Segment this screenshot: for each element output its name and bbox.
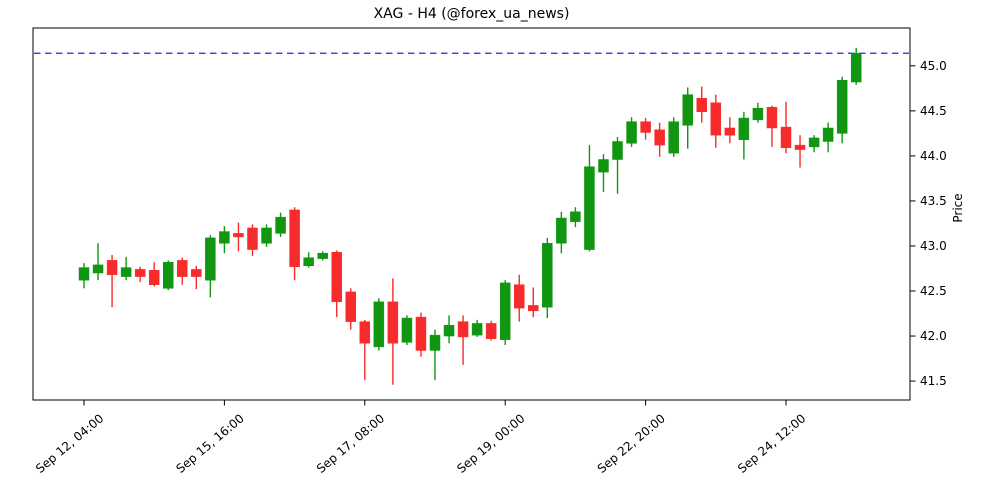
candle-body-up (429, 334, 441, 351)
candle-body-down (780, 126, 792, 149)
date-tick-label: Sep 19, 00:00 (454, 411, 527, 476)
candle-body-up (570, 211, 581, 222)
candle-body-up (598, 159, 609, 173)
candle-body-up (303, 257, 314, 267)
date-tick-label: Sep 17, 08:00 (314, 411, 387, 476)
candle-body-up (261, 227, 272, 244)
candle-body-down (513, 284, 525, 309)
candle-body-down (640, 121, 651, 133)
date-tick-label: Sep 24, 12:00 (735, 411, 808, 476)
date-tick-label: Sep 12, 04:00 (33, 411, 106, 476)
candle-body-down (345, 291, 357, 322)
date-tick-label: Sep 15, 16:00 (173, 411, 246, 476)
chart-title: XAG - H4 (@forex_ua_news) (373, 6, 570, 22)
candle-body-down (331, 252, 342, 303)
candle-body-up (850, 52, 862, 83)
candle-body-down (794, 144, 806, 150)
candle-body-up (556, 217, 567, 244)
candle-body-up (471, 323, 483, 336)
candle-body-down (724, 127, 736, 136)
candle-body-up (822, 127, 834, 142)
candle-body-up (373, 301, 385, 348)
candle-body-up (682, 94, 693, 126)
price-tick-label: 44.0 (920, 149, 947, 163)
candles-layer (78, 47, 862, 385)
candle-body-down (710, 102, 722, 136)
candle-body-down (654, 129, 665, 146)
candle-body-up (836, 79, 848, 134)
candle-body-down (766, 107, 778, 129)
price-tick-label: 42.0 (920, 329, 947, 343)
date-tick-label: Sep 22, 20:00 (595, 411, 668, 476)
price-axis-label: Price (951, 193, 965, 222)
price-tick-label: 44.5 (920, 104, 947, 118)
candle-body-down (106, 260, 118, 276)
candle-body-up (584, 166, 595, 250)
price-tick-label: 45.0 (920, 59, 947, 73)
price-tick-label: 41.5 (920, 374, 947, 388)
candle-body-up (808, 137, 820, 148)
candle-body-down (177, 260, 188, 277)
price-tick-label: 43.0 (920, 239, 947, 253)
candle-body-down (528, 305, 539, 312)
candle-body-up (542, 243, 553, 308)
candle-body-down (415, 316, 427, 351)
candle-body-up (219, 231, 230, 244)
candle-body-up (275, 216, 286, 234)
plot-border (32, 27, 911, 401)
candle-body-up (443, 324, 455, 337)
candle-body-down (247, 227, 258, 250)
candle-body-up (317, 252, 328, 259)
price-tick-label: 43.5 (920, 194, 947, 208)
candle-body-down (696, 98, 708, 113)
candle-body-up (752, 107, 764, 121)
candle-body-down (148, 270, 160, 285)
candle-body-down (134, 269, 146, 277)
candle-body-down (457, 321, 469, 338)
candle-body-up (499, 282, 511, 340)
candle-body-down (387, 301, 399, 344)
candle-body-up (120, 267, 132, 277)
candle-body-up (626, 121, 637, 144)
candle-body-down (359, 321, 371, 344)
candle-body-up (78, 267, 90, 281)
candle-body-up (738, 117, 750, 140)
candle-body-down (191, 269, 202, 277)
candle-body-up (612, 141, 623, 160)
candle-body-up (205, 237, 216, 281)
candle-body-up (668, 121, 679, 154)
candle-body-down (485, 323, 497, 340)
price-tick-label: 42.5 (920, 284, 947, 298)
candle-body-down (233, 233, 244, 238)
candle-body-down (289, 209, 300, 267)
candle-body-up (162, 261, 174, 289)
candle-body-up (92, 264, 104, 274)
candle-body-up (401, 317, 413, 343)
